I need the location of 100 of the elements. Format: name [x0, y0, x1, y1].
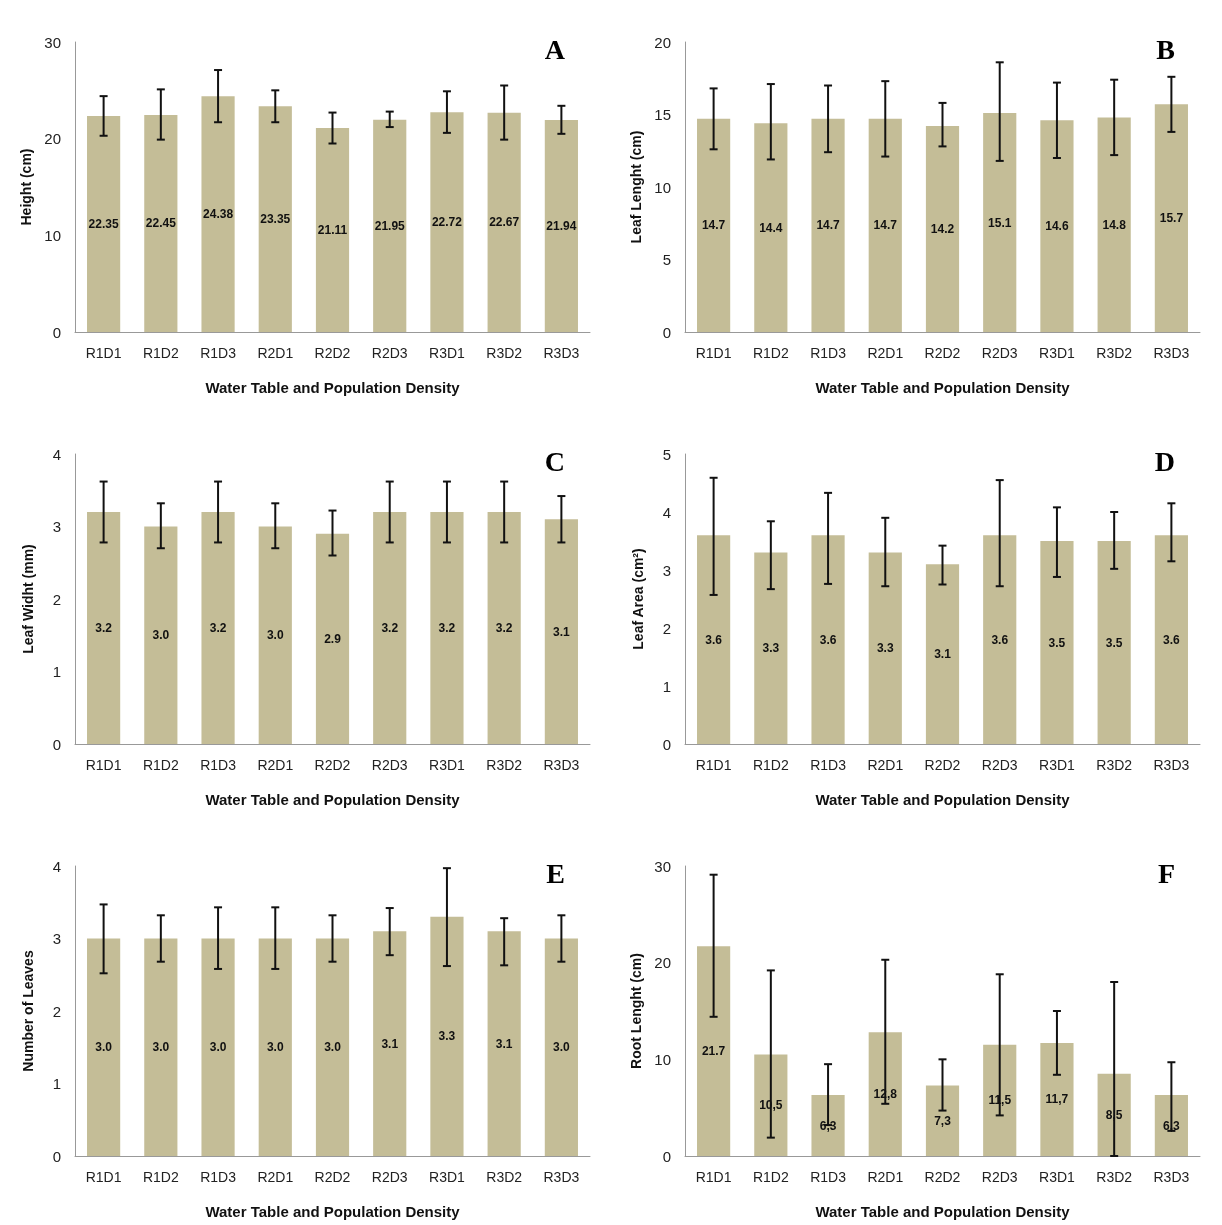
bar — [1154, 535, 1188, 744]
data-label: 3.1 — [553, 624, 571, 639]
chart-title: C — [544, 445, 566, 477]
y-tick-label: 15 — [654, 106, 671, 123]
bar — [487, 931, 521, 1156]
x-tick-label: R2D3 — [371, 1169, 408, 1185]
data-label: 3.0 — [152, 1040, 170, 1055]
x-tick-label: R2D3 — [981, 1169, 1018, 1185]
x-tick-label: R2D3 — [371, 757, 408, 773]
chart-title: A — [544, 33, 566, 65]
bar — [983, 1044, 1017, 1156]
x-tick-label: R1D2 — [752, 345, 789, 361]
data-label: 3.6 — [705, 632, 723, 647]
y-tick-label: 1 — [662, 677, 671, 695]
bar — [983, 113, 1017, 332]
x-tick-label: R3D2 — [1096, 345, 1133, 361]
x-tick-label: R2D1 — [867, 345, 904, 361]
x-tick-label: R2D1 — [257, 757, 294, 773]
data-label: 15.7 — [1159, 211, 1184, 226]
data-label: 3.0 — [553, 1040, 571, 1055]
data-label: 14.7 — [816, 218, 841, 233]
data-label: 23.35 — [260, 212, 291, 227]
x-tick-label: R3D1 — [429, 1169, 466, 1185]
x-tick-label: R1D1 — [85, 757, 122, 773]
x-tick-label: R2D3 — [981, 757, 1018, 773]
x-axis-title: Water Table and Population Density — [815, 791, 1071, 808]
x-tick-label: R1D3 — [810, 757, 847, 773]
data-label: 21.95 — [374, 218, 406, 233]
y-tick-label: 3 — [52, 930, 61, 947]
bar — [544, 938, 578, 1156]
y-tick-label: 20 — [654, 33, 671, 51]
bar — [315, 938, 350, 1156]
y-tick-label: 4 — [52, 857, 61, 875]
y-tick-label: 0 — [52, 735, 61, 753]
y-tick-label: 1 — [52, 663, 61, 680]
data-label: 3.2 — [381, 621, 399, 635]
x-tick-label: R2D1 — [867, 757, 904, 773]
bar — [1040, 120, 1074, 332]
y-tick-label: 10 — [654, 1050, 671, 1068]
chart-title: F — [1157, 857, 1176, 889]
x-tick-label: R3D2 — [486, 345, 523, 361]
x-tick-label: R2D3 — [981, 345, 1018, 361]
x-tick-label: R2D2 — [924, 757, 961, 773]
x-tick-label: R1D2 — [142, 1169, 179, 1185]
x-tick-label: R3D1 — [429, 757, 466, 773]
data-label: 3.0 — [266, 1040, 284, 1055]
bar — [1040, 1042, 1074, 1156]
bar — [1097, 541, 1131, 744]
x-axis-title: Water Table and Population Density — [205, 379, 461, 396]
data-label: 3.5 — [1048, 635, 1066, 650]
x-tick-label: R2D3 — [371, 345, 408, 361]
x-tick-label: R1D3 — [200, 1169, 237, 1185]
data-label: 3.2 — [95, 621, 113, 635]
x-tick-label: R1D1 — [695, 345, 732, 361]
x-axis-title: Water Table and Population Density — [815, 1203, 1071, 1220]
x-tick-label: R1D2 — [752, 1169, 789, 1185]
y-tick-label: 3 — [662, 561, 671, 579]
data-label: 22.35 — [88, 216, 119, 231]
bar — [754, 123, 788, 332]
y-axis-title: Number of Leaves — [20, 950, 36, 1072]
x-axis-title: Water Table and Population Density — [205, 791, 461, 808]
data-label: 3.0 — [324, 1040, 342, 1055]
x-tick-label: R1D3 — [200, 757, 237, 773]
y-tick-label: 0 — [662, 323, 671, 341]
data-label: 3.2 — [438, 621, 456, 635]
data-label: 3.1 — [495, 1036, 513, 1051]
x-tick-label: R1D1 — [695, 757, 732, 773]
data-label: 21.94 — [546, 218, 577, 233]
y-axis-title: Leaf Lenght (cm) — [628, 130, 645, 244]
bar — [868, 552, 902, 744]
bar — [811, 1095, 845, 1156]
x-tick-label: R3D2 — [1096, 757, 1133, 773]
bar — [697, 535, 731, 744]
x-tick-label: R3D3 — [543, 345, 580, 361]
y-axis-title: Root Lenght (cm) — [628, 953, 645, 1069]
x-tick-label: R3D3 — [1153, 345, 1190, 361]
data-label: 24.38 — [203, 207, 234, 222]
x-tick-label: R3D3 — [543, 757, 580, 773]
x-tick-label: R1D1 — [85, 345, 122, 361]
data-label: 3.1 — [934, 647, 952, 662]
data-label: 14.2 — [930, 222, 955, 237]
bar — [754, 1054, 788, 1156]
y-tick-label: 20 — [44, 130, 61, 148]
x-tick-label: R3D3 — [543, 1169, 580, 1185]
x-tick-label: R1D2 — [142, 345, 179, 361]
x-tick-label: R1D3 — [810, 1169, 847, 1185]
bar — [430, 916, 464, 1156]
x-tick-label: R2D2 — [924, 1169, 961, 1185]
data-label: 2.9 — [324, 631, 342, 646]
x-tick-label: R3D2 — [486, 1169, 523, 1185]
x-tick-label: R2D1 — [867, 1169, 904, 1185]
bar — [811, 535, 845, 744]
x-tick-label: R1D3 — [810, 345, 847, 361]
x-tick-label: R1D3 — [200, 345, 237, 361]
data-label: 21.7 — [701, 1044, 726, 1059]
y-tick-label: 5 — [662, 251, 671, 268]
y-tick-label: 1 — [52, 1075, 61, 1092]
x-tick-label: R3D2 — [1096, 1169, 1133, 1185]
y-tick-label: 20 — [654, 954, 671, 972]
bar — [1040, 541, 1074, 744]
